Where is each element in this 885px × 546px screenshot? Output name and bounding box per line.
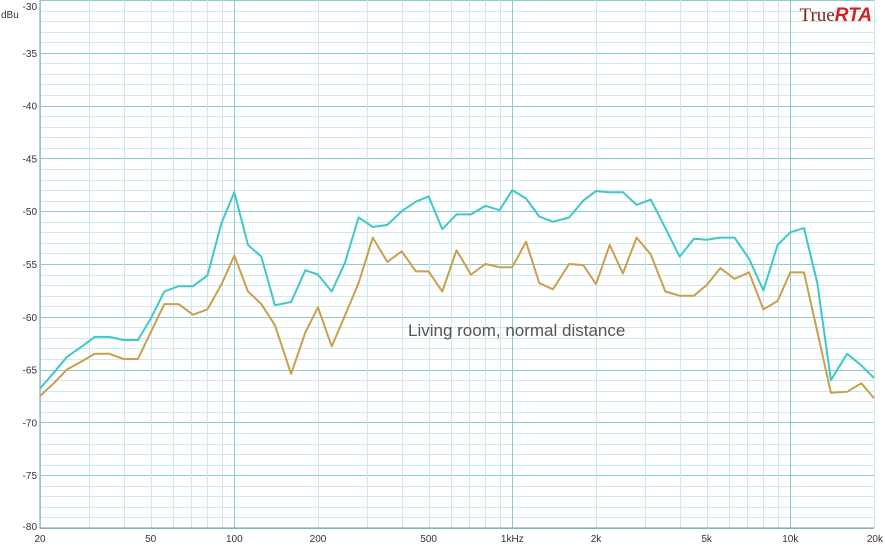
y-axis-unit-label: dBu <box>1 10 19 21</box>
x-tick-label: 20 <box>34 534 46 545</box>
y-axis-ticks: -30 -35 -40 -45 -50 -55 -60 -65 -70 -75 -80 <box>23 2 38 533</box>
series-group <box>39 189 875 399</box>
series-line-2 <box>39 236 875 399</box>
x-tick-label: 100 <box>226 534 243 545</box>
x-tick-label: 50 <box>145 534 157 545</box>
brand-logo-rta: RTA <box>835 5 872 26</box>
x-tick-label: 2k <box>591 534 603 545</box>
x-tick-label: 20k <box>867 534 884 545</box>
y-tick-label: -40 <box>23 102 38 113</box>
y-tick-label: -55 <box>23 260 38 271</box>
x-tick-label: 500 <box>420 534 437 545</box>
grid-lines <box>40 0 875 529</box>
brand-logo-true: True <box>800 5 835 26</box>
x-tick-label: 10k <box>782 534 799 545</box>
y-tick-label: -80 <box>23 522 38 533</box>
y-tick-label: -65 <box>23 366 38 377</box>
y-tick-label: -50 <box>23 207 38 218</box>
y-tick-label: -45 <box>23 154 38 165</box>
y-tick-label: -30 <box>23 2 38 13</box>
y-tick-label: -75 <box>23 471 38 482</box>
y-tick-label: -60 <box>23 313 38 324</box>
x-tick-label: 200 <box>310 534 327 545</box>
x-tick-label: 5k <box>701 534 713 545</box>
y-tick-label: -70 <box>23 418 38 429</box>
brand-logo: TrueRTA <box>800 5 873 26</box>
x-tick-label: 1kHz <box>501 534 524 545</box>
series-line-1 <box>39 189 875 390</box>
x-axis-ticks: 20 50 100 200 500 1kHz 2k 5k 10k 20k <box>34 534 884 545</box>
y-tick-label: -35 <box>23 49 38 60</box>
chart-annotation: Living room, normal distance <box>408 321 625 340</box>
